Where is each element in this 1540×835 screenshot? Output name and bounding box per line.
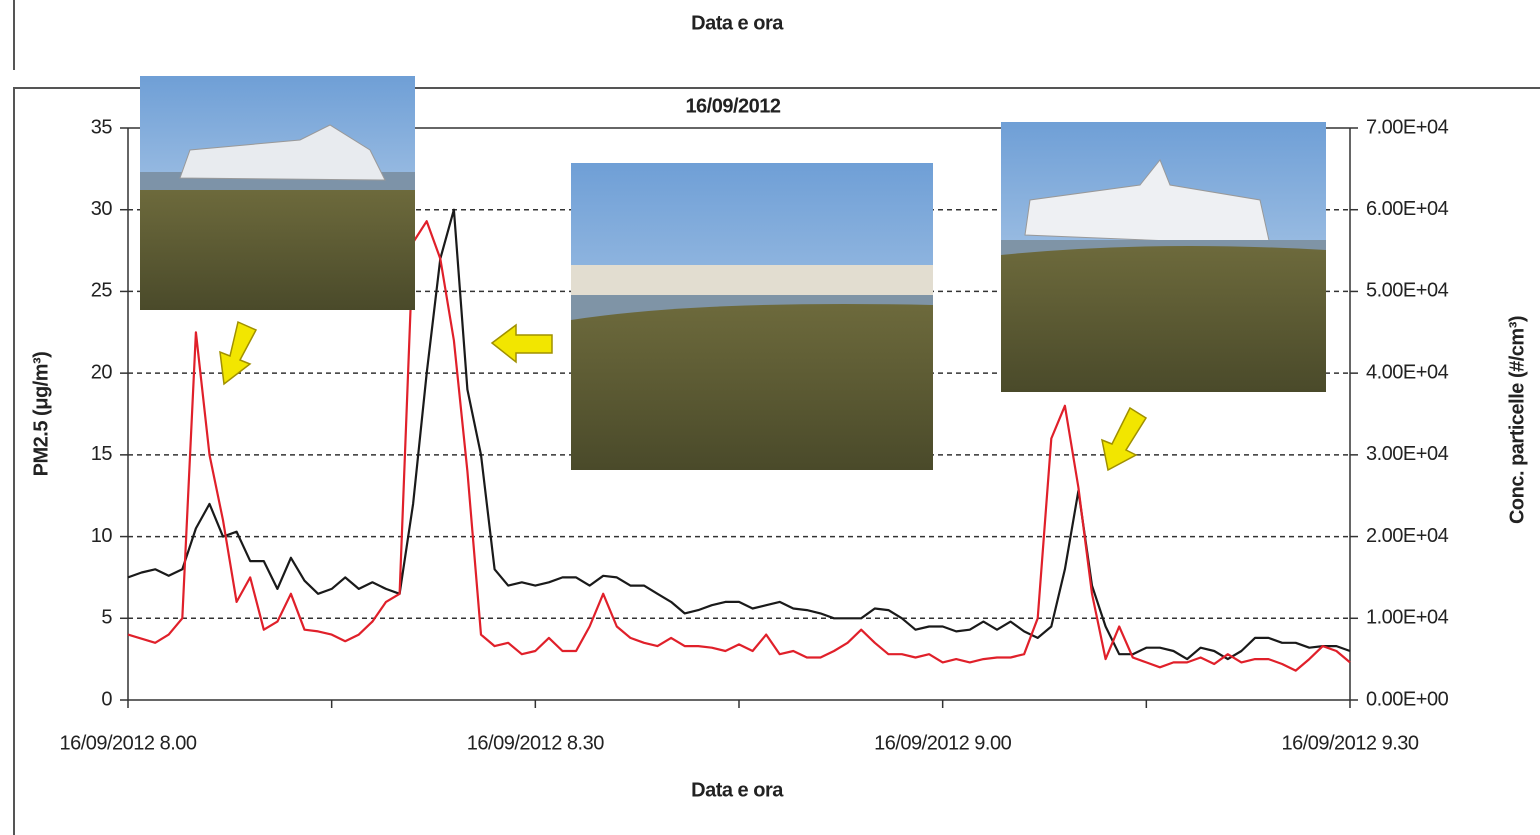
y-tick-label: 20 — [91, 361, 113, 383]
y2-tick-label: 4.00E+04 — [1366, 361, 1449, 383]
y2-tick-label: 6.00E+04 — [1366, 198, 1449, 220]
y2-tick-label: 0.00E+00 — [1366, 688, 1449, 710]
y-tick-label: 35 — [91, 116, 113, 138]
arrow — [492, 325, 552, 362]
y2-axis-label: Conc. particelle (#/cm³) — [1506, 316, 1528, 524]
x-tick-label: 16/09/2012 9.30 — [1281, 732, 1418, 754]
chart: Data e ora 16/09/2012 Data e ora PM2.5 (… — [0, 0, 1540, 835]
y2-tick-label: 7.00E+04 — [1366, 116, 1449, 138]
y2-tick-label: 5.00E+04 — [1366, 280, 1449, 302]
x-axis-label: Data e ora — [691, 779, 784, 801]
y-tick-label: 0 — [101, 688, 112, 710]
x-tick-label: 16/09/2012 8.00 — [59, 732, 196, 754]
photo-ship-1 — [140, 76, 415, 310]
y-tick-label: 10 — [91, 525, 113, 547]
y-tick-label: 30 — [91, 198, 113, 220]
photo-port — [571, 163, 933, 470]
page: {"chart_data": { "type": "line", "header… — [0, 0, 1540, 835]
arrow — [220, 322, 256, 384]
arrow — [1102, 408, 1146, 470]
y2-tick-label: 2.00E+04 — [1366, 525, 1449, 547]
x-tick-label: 16/09/2012 8.30 — [467, 732, 604, 754]
y-tick-label: 15 — [91, 443, 113, 465]
header-text: Data e ora — [691, 12, 784, 34]
y-tick-label: 5 — [101, 607, 112, 629]
chart-title: 16/09/2012 — [685, 95, 780, 117]
y2-tick-label: 1.00E+04 — [1366, 607, 1449, 629]
y2-tick-label: 3.00E+04 — [1366, 443, 1449, 465]
photo-ship-2 — [1001, 122, 1326, 392]
photos — [140, 76, 1326, 470]
x-tick-label: 16/09/2012 9.00 — [874, 732, 1011, 754]
y-tick-label: 25 — [91, 280, 113, 302]
y-axis-label: PM2.5 (μg/m³) — [30, 352, 52, 477]
